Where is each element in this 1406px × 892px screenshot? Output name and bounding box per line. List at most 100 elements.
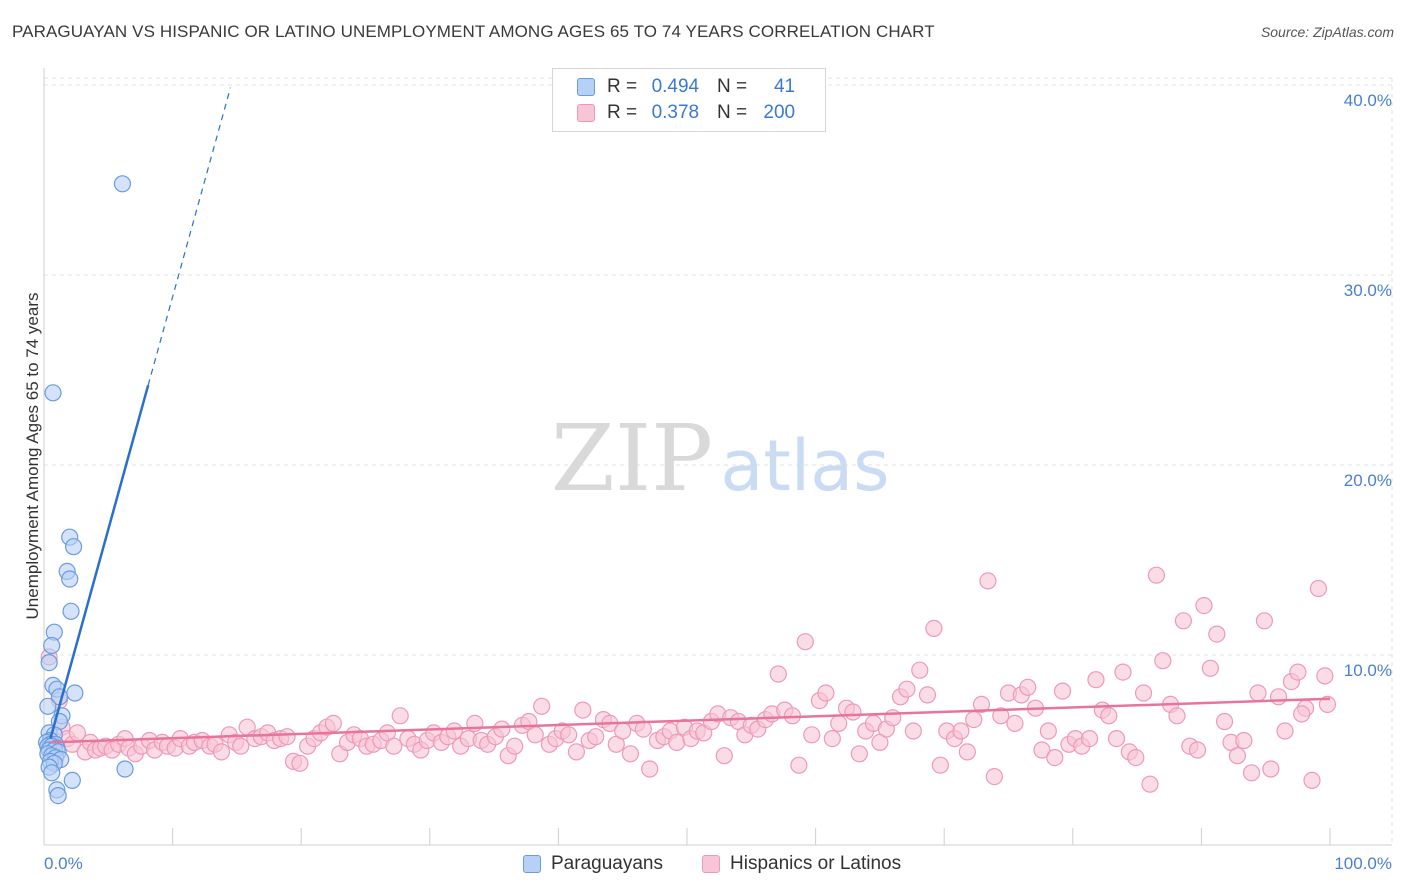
data-point (769, 665, 787, 683)
data-point (506, 737, 524, 755)
data-point (1188, 741, 1207, 759)
data-point (972, 695, 991, 714)
data-point (1235, 731, 1253, 750)
data-point (1208, 625, 1226, 643)
data-point (324, 714, 342, 733)
data-point (1100, 707, 1118, 725)
data-point (391, 707, 409, 725)
data-point (533, 697, 551, 715)
data-point (1242, 764, 1261, 782)
data-point (385, 737, 403, 755)
data-point (1249, 684, 1267, 702)
data-point (1039, 722, 1057, 740)
data-point (1316, 667, 1334, 685)
bottom-legend-hispanics: Hispanics or Latinos (702, 851, 901, 877)
data-point (1006, 714, 1024, 733)
data-point (64, 538, 83, 556)
trendlines (49, 87, 1331, 744)
hispanics-trendline (50, 697, 1331, 744)
bottom-legend-hispanics-label: Hispanics or Latinos (730, 853, 902, 874)
data-point (493, 720, 511, 738)
data-point (1087, 671, 1105, 689)
y-tick-label: 30.0% (1344, 281, 1392, 300)
data-point (1215, 712, 1234, 731)
data-point (911, 661, 929, 679)
data-point (985, 767, 1003, 786)
data-point (803, 726, 821, 744)
data-point (43, 764, 61, 782)
data-point (1174, 612, 1192, 630)
data-point (1107, 729, 1126, 748)
data-point (844, 703, 862, 721)
data-point (39, 697, 57, 715)
data-point (817, 684, 835, 702)
stats-legend: R = 0.494 N = 41 R = 0.378 N = 200 (552, 68, 826, 132)
data-point (1019, 678, 1037, 696)
axes (43, 68, 1392, 846)
data-point (1154, 652, 1172, 670)
data-point (979, 572, 997, 590)
chart-title: PARAGUAYAN VS HISPANIC OR LATINO UNEMPLO… (12, 22, 935, 41)
data-point (1309, 579, 1328, 598)
y-tick-label: 10.0% (1344, 661, 1392, 680)
data-point (1255, 612, 1274, 630)
data-point (574, 701, 592, 719)
paraguayans-points (37, 175, 134, 805)
data-point (66, 684, 84, 702)
x-tick-label-max: 100.0% (1334, 854, 1392, 873)
data-point (113, 175, 132, 193)
data-point (1289, 663, 1307, 681)
paraguayans-legend-swatch (523, 855, 541, 873)
data-point (560, 726, 578, 744)
y-tick-label: 20.0% (1344, 471, 1392, 490)
data-point (1141, 775, 1159, 793)
data-point (1168, 707, 1186, 725)
chart-source: Source: ZipAtlas.com (1260, 24, 1394, 40)
data-point (1046, 748, 1064, 767)
data-point (823, 729, 841, 748)
data-point (965, 710, 983, 729)
data-point (1201, 659, 1220, 677)
paraguayans-trendline-extension (147, 87, 232, 386)
bottom-legend-paraguayans-label: Paraguayans (551, 853, 663, 874)
data-point (1033, 741, 1051, 759)
data-point (1147, 566, 1165, 584)
data-point (830, 714, 848, 733)
y-tick-label: 40.0% (1344, 91, 1392, 110)
data-point (790, 756, 808, 774)
hispanics-legend-swatch (702, 855, 720, 873)
data-point (641, 760, 659, 778)
data-point (1276, 722, 1294, 740)
data-point (925, 619, 943, 638)
data-point (904, 722, 922, 740)
hispanics-swatch (577, 104, 595, 122)
legend-n-label: N = (717, 102, 748, 123)
data-point (1080, 729, 1099, 748)
data-point (43, 636, 61, 655)
bottom-legend-paraguayans: Paraguayans (523, 851, 663, 877)
y-axis-title: Unemployment Among Ages 65 to 74 years (23, 293, 42, 620)
data-point (1134, 684, 1153, 702)
paraguayans-trendline (49, 384, 150, 739)
legend-row-paraguayans: R = 0.494 N = 41 (553, 74, 795, 100)
data-point (116, 760, 134, 778)
data-point (40, 653, 58, 672)
legend-n-label: N = (717, 76, 748, 97)
data-point (1269, 688, 1288, 706)
data-point (291, 754, 309, 772)
data-point (992, 707, 1010, 725)
data-point (1195, 596, 1213, 615)
data-point (49, 786, 67, 805)
hispanics-points (40, 566, 1337, 793)
data-point (62, 602, 80, 620)
data-point (232, 737, 250, 755)
data-point (1293, 705, 1311, 723)
data-point (526, 726, 544, 744)
data-point (931, 756, 949, 774)
data-point (44, 384, 62, 402)
data-point (621, 745, 640, 763)
legend-r-label: R = (607, 76, 638, 97)
data-point (796, 633, 814, 651)
legend-n-value: 41 (773, 76, 796, 97)
paraguayans-swatch (577, 78, 595, 96)
